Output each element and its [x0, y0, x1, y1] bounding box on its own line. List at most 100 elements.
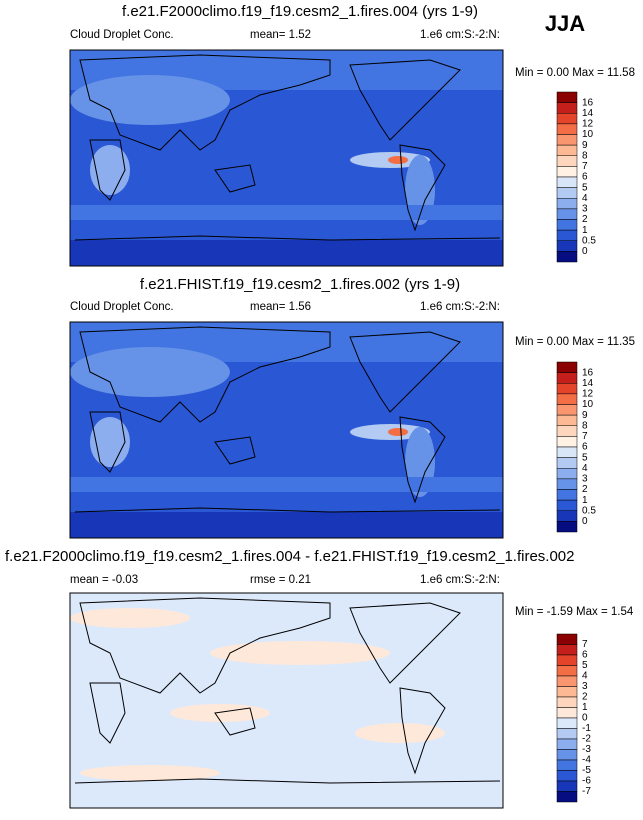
colorbar-box: [556, 240, 578, 252]
colorbar-box: [556, 208, 578, 220]
panel-title: f.e21.FHIST.f19_f19.cesm2_1.fires.002 (y…: [140, 276, 460, 293]
colorbar-label: 0.5: [582, 235, 596, 246]
left-label: Cloud Droplet Conc.: [70, 29, 174, 41]
left-label: Cloud Droplet Conc.: [70, 301, 174, 313]
center-label: mean= 1.56: [250, 301, 311, 313]
map-frame: [69, 321, 504, 539]
panel-title: f.e21.F2000climo.f19_f19.cesm2_1.fires.0…: [122, 3, 478, 20]
colorbar-label: 1: [582, 495, 588, 506]
colorbar-label: 8: [582, 150, 588, 161]
colorbar-box: [556, 717, 578, 729]
colorbar-label: -5: [582, 765, 591, 776]
colorbar-box: [556, 468, 578, 480]
colorbar-label: 12: [582, 389, 594, 400]
colorbar-box: [556, 510, 578, 522]
colorbar-label: 4: [582, 463, 588, 474]
min-max: Min = 0.00 Max = 11.35: [515, 336, 635, 348]
colorbar-label: 3: [582, 681, 588, 692]
colorbar-label: 14: [582, 378, 594, 389]
center-label: mean= 1.52: [250, 29, 311, 41]
colorbar-box: [556, 686, 578, 698]
colorbar-label: -3: [582, 744, 591, 755]
colorbar-label: 7: [582, 161, 588, 172]
colorbar-label: 9: [582, 410, 588, 421]
colorbar-box: [556, 372, 578, 384]
colorbar-label: 3: [582, 204, 588, 215]
colorbar-box: [556, 361, 578, 373]
colorbar-box: [556, 436, 578, 448]
colorbar-box: [556, 123, 578, 135]
colorbar-label: 4: [582, 671, 588, 682]
colorbar-label: -1: [582, 723, 591, 734]
colorbar-box: [556, 644, 578, 656]
colorbar-box: [556, 791, 578, 803]
colorbar-label: 14: [582, 108, 594, 119]
colorbar-label: 6: [582, 442, 588, 453]
colorbar-label: -7: [582, 786, 591, 797]
colorbar-label: 0: [582, 246, 588, 257]
colorbar-label: 5: [582, 182, 588, 193]
colorbar-box: [556, 393, 578, 405]
panel-title: f.e21.F2000climo.f19_f19.cesm2_1.fires.0…: [5, 548, 574, 565]
right-label: 1.e6 cm:S:-2:N:: [420, 574, 500, 586]
colorbar-box: [556, 738, 578, 750]
colorbar-label: 10: [582, 399, 594, 410]
colorbar-label: 0: [582, 713, 588, 724]
colorbar-box: [556, 187, 578, 199]
colorbar-box: [556, 166, 578, 178]
colorbar-box: [556, 155, 578, 167]
map-frame: [69, 592, 504, 809]
colorbar-box: [556, 383, 578, 395]
colorbar-label: 7: [582, 431, 588, 442]
min-max: Min = -1.59 Max = 1.54: [515, 606, 634, 618]
colorbar-label: 7: [582, 639, 588, 650]
colorbar-label: 0.5: [582, 505, 596, 516]
colorbar-label: 2: [582, 214, 588, 225]
colorbar-box: [556, 219, 578, 231]
season-label: JJA: [545, 11, 585, 36]
colorbar-box: [556, 176, 578, 188]
colorbar-label: 8: [582, 420, 588, 431]
colorbar-label: -4: [582, 755, 591, 766]
colorbar-box: [556, 144, 578, 156]
colorbar-label: -2: [582, 734, 591, 745]
center-label: rmse = 0.21: [250, 574, 311, 586]
colorbar-label: 1: [582, 702, 588, 713]
colorbar-box: [556, 251, 578, 263]
colorbar-box: [556, 696, 578, 708]
colorbar-box: [556, 780, 578, 792]
colorbar-box: [556, 675, 578, 687]
colorbar-label: 6: [582, 650, 588, 661]
colorbar-label: -6: [582, 776, 591, 787]
colorbar-box: [556, 457, 578, 469]
colorbar-box: [556, 478, 578, 490]
colorbar-label: 0: [582, 516, 588, 527]
left-label: mean = -0.03: [70, 574, 138, 586]
map: [70, 50, 503, 266]
colorbar-box: [556, 749, 578, 761]
colorbar-box: [556, 665, 578, 677]
colorbar-label: 16: [582, 97, 594, 108]
colorbar-box: [556, 521, 578, 533]
map: [70, 322, 503, 538]
colorbar-label: 10: [582, 129, 594, 140]
colorbar-box: [556, 707, 578, 719]
colorbar-box: [556, 654, 578, 666]
colorbar-label: 2: [582, 484, 588, 495]
min-max: Min = 0.00 Max = 11.58: [515, 67, 635, 79]
colorbar-box: [556, 91, 578, 103]
colorbar-box: [556, 134, 578, 146]
colorbar-label: 16: [582, 367, 594, 378]
map-frame: [69, 49, 504, 267]
colorbar-label: 9: [582, 140, 588, 151]
colorbar-box: [556, 728, 578, 740]
right-label: 1.e6 cm:S:-2:N:: [420, 301, 500, 313]
colorbar-box: [556, 633, 578, 645]
colorbar-box: [556, 404, 578, 416]
colorbar-box: [556, 425, 578, 437]
colorbar-label: 5: [582, 452, 588, 463]
colorbar-box: [556, 102, 578, 114]
colorbar-box: [556, 113, 578, 125]
colorbar-label: 2: [582, 692, 588, 703]
